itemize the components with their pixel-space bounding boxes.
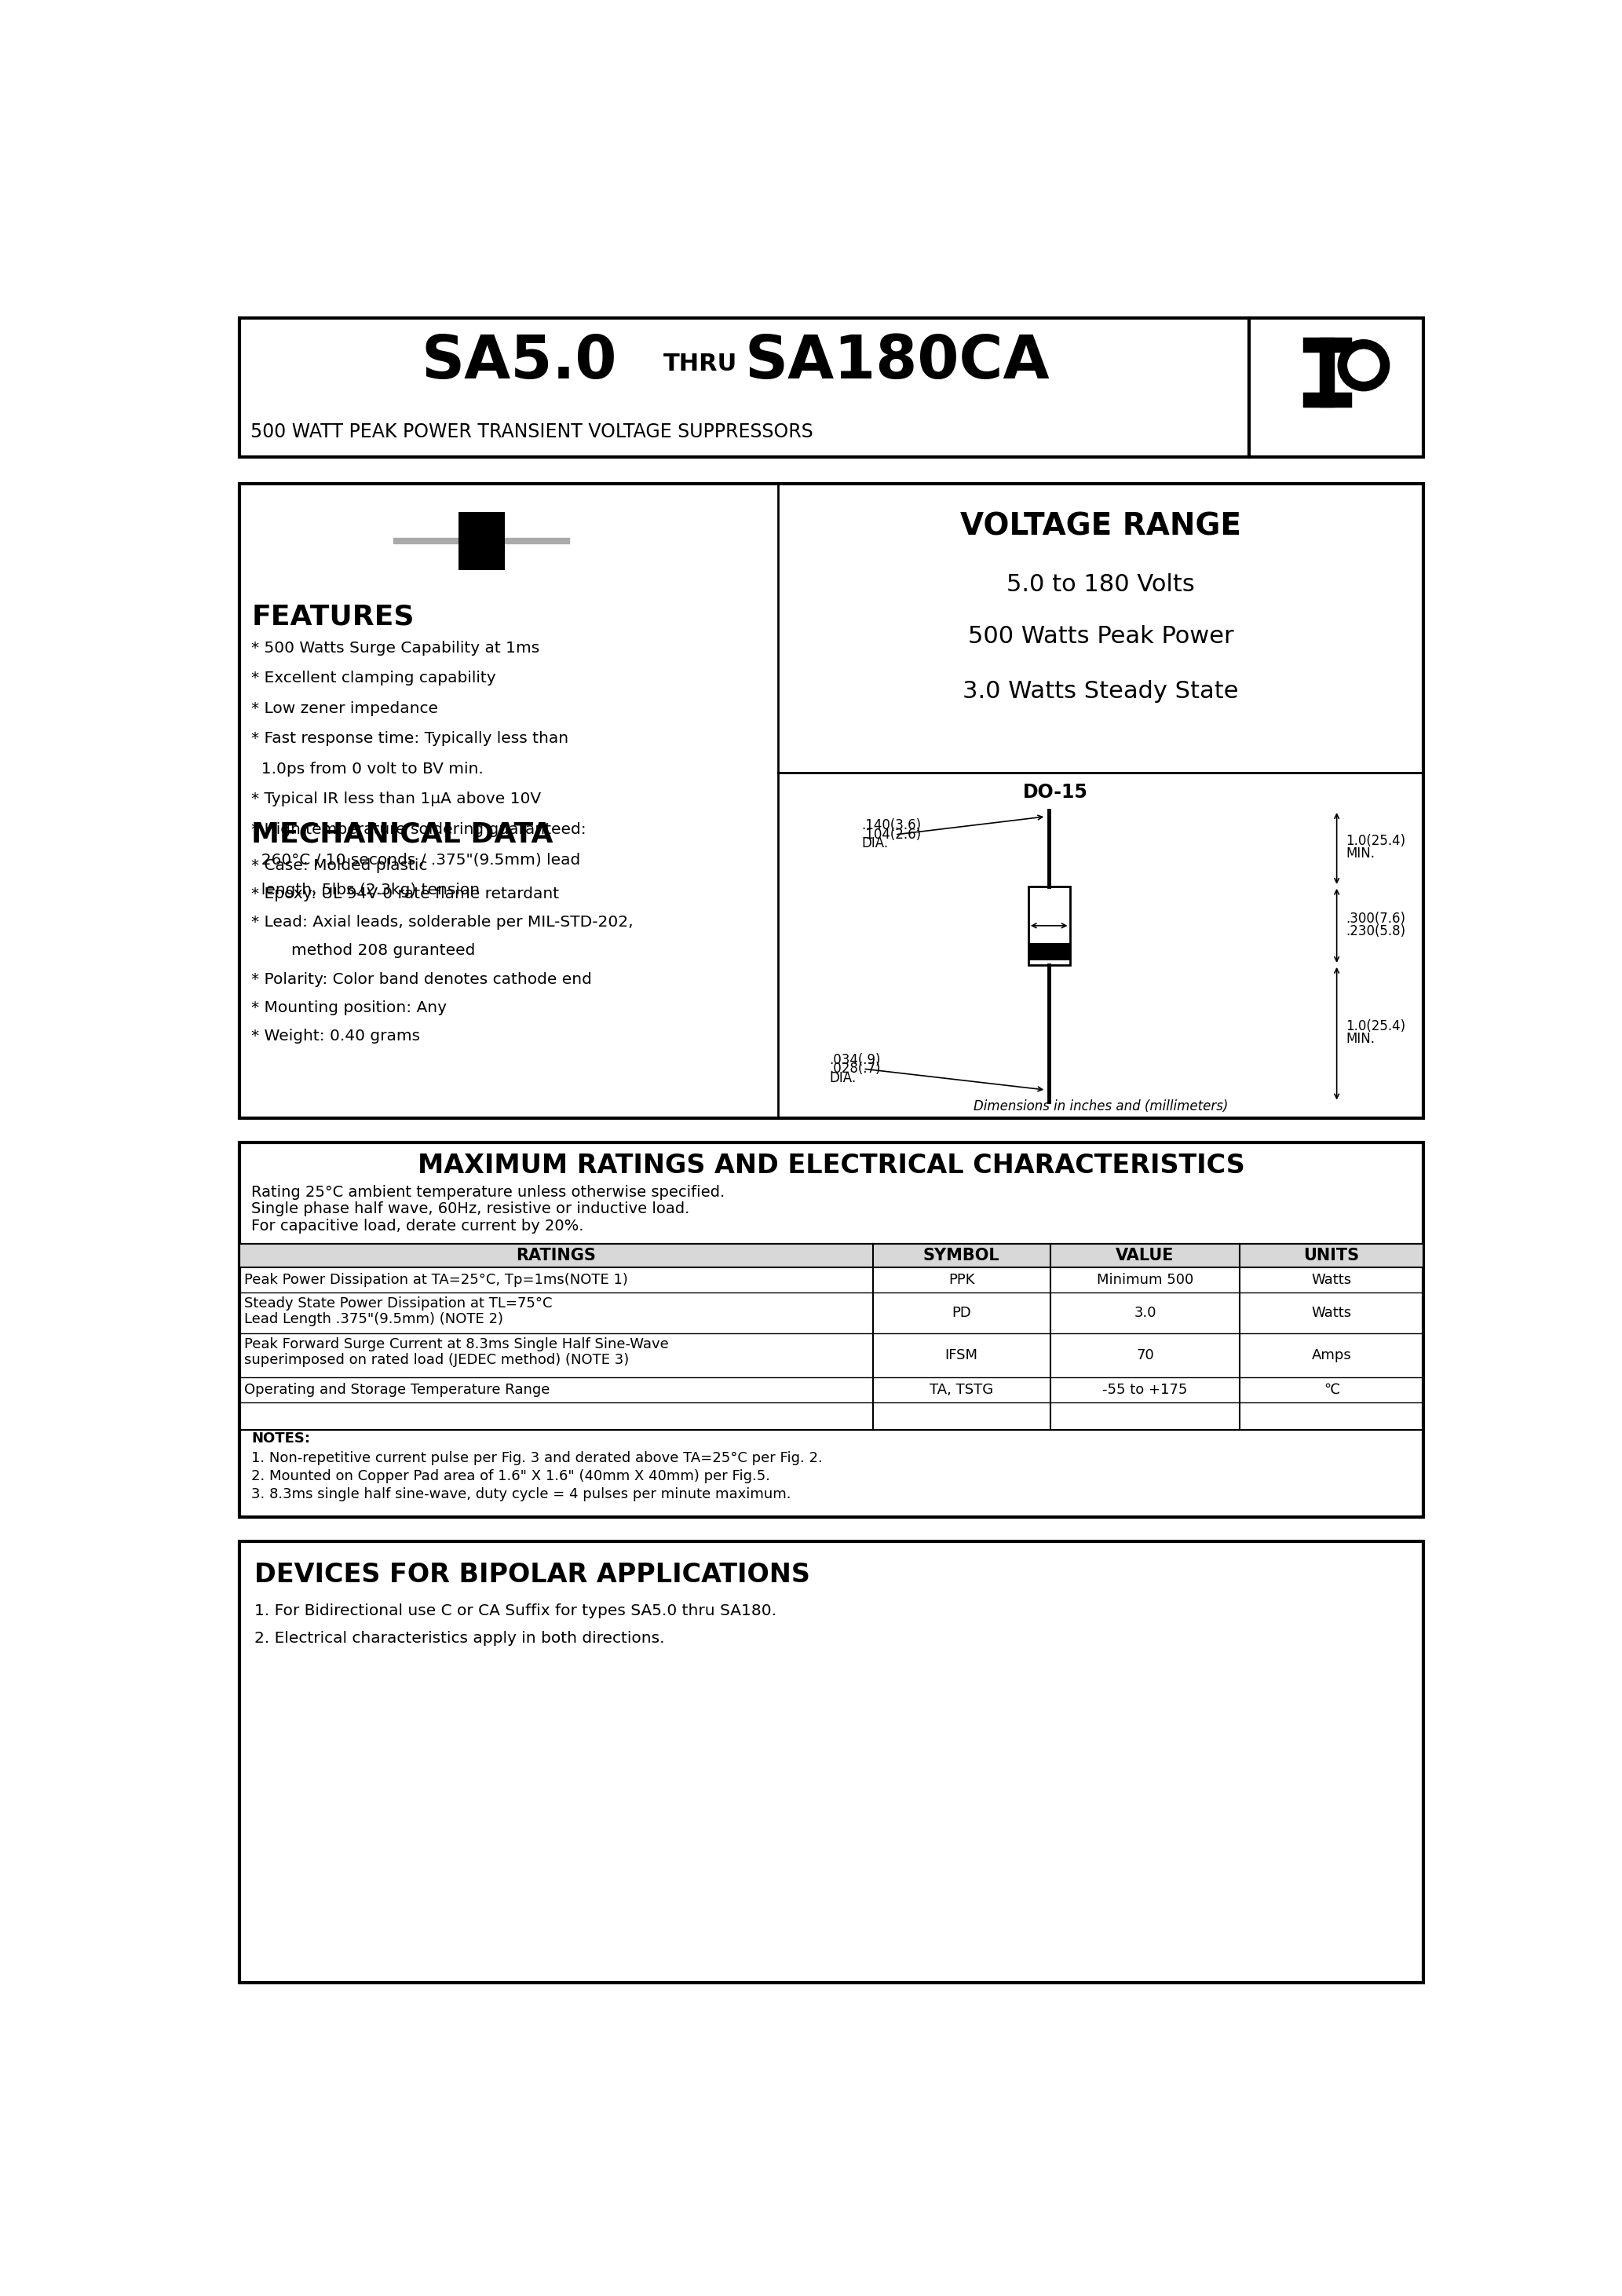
Text: .034(.9): .034(.9): [829, 1052, 881, 1068]
Text: SA5.0: SA5.0: [422, 333, 616, 390]
Text: 1. For Bidirectional use C or CA Suffix for types SA5.0 thru SA180.: 1. For Bidirectional use C or CA Suffix …: [255, 1603, 777, 1619]
Text: superimposed on rated load (JEDEC method) (NOTE 3): superimposed on rated load (JEDEC method…: [245, 1352, 629, 1368]
Text: DIA.: DIA.: [861, 836, 889, 852]
Text: method 208 guranteed: method 208 guranteed: [251, 944, 475, 957]
Text: SA180CA: SA180CA: [744, 333, 1049, 390]
Text: 70: 70: [1135, 1348, 1153, 1362]
Text: * Polarity: Color band denotes cathode end: * Polarity: Color band denotes cathode e…: [251, 971, 592, 987]
Text: DIA.: DIA.: [829, 1070, 856, 1086]
Text: 2. Electrical characteristics apply in both directions.: 2. Electrical characteristics apply in b…: [255, 1630, 665, 1646]
Text: 500 Watts Peak Power: 500 Watts Peak Power: [968, 625, 1234, 647]
Text: Minimum 500: Minimum 500: [1096, 1272, 1194, 1286]
Text: Amps: Amps: [1312, 1348, 1351, 1362]
Text: IFSM: IFSM: [946, 1348, 978, 1362]
Text: * Typical IR less than 1μA above 10V: * Typical IR less than 1μA above 10V: [251, 792, 542, 806]
Bar: [240, 1244, 1422, 1430]
Text: 3. 8.3ms single half sine-wave, duty cycle = 4 pulses per minute maximum.: 3. 8.3ms single half sine-wave, duty cyc…: [251, 1488, 792, 1502]
Text: 1.0ps from 0 volt to BV min.: 1.0ps from 0 volt to BV min.: [251, 762, 483, 776]
Text: THRU: THRU: [663, 354, 738, 377]
Text: Rating 25°C ambient temperature unless otherwise specified.: Rating 25°C ambient temperature unless o…: [251, 1185, 725, 1199]
Text: MECHANICAL DATA: MECHANICAL DATA: [251, 822, 553, 847]
Text: -55 to +175: -55 to +175: [1103, 1382, 1187, 1396]
Text: * Lead: Axial leads, solderable per MIL-STD-202,: * Lead: Axial leads, solderable per MIL-…: [251, 916, 634, 930]
Text: Single phase half wave, 60Hz, resistive or inductive load.: Single phase half wave, 60Hz, resistive …: [251, 1201, 689, 1217]
Bar: [240, 1541, 1422, 1984]
Text: 1. Non-repetitive current pulse per Fig. 3 and derated above TA=25°C per Fig. 2.: 1. Non-repetitive current pulse per Fig.…: [251, 1451, 822, 1465]
Text: MIN.: MIN.: [1346, 847, 1375, 861]
Bar: [1249, 317, 1422, 457]
Text: * Excellent clamping capability: * Excellent clamping capability: [251, 670, 496, 687]
Text: 1.0(25.4): 1.0(25.4): [1346, 833, 1406, 847]
Bar: [240, 317, 1249, 457]
Bar: [1028, 886, 1069, 964]
Text: 3.0: 3.0: [1134, 1306, 1156, 1320]
Text: .300(7.6): .300(7.6): [1346, 912, 1406, 925]
Text: MIN.: MIN.: [1346, 1031, 1375, 1047]
Text: length, 5lbs.(2.3kg) tension: length, 5lbs.(2.3kg) tension: [251, 882, 480, 898]
Text: * Low zener impedance: * Low zener impedance: [251, 700, 438, 716]
Text: PD: PD: [952, 1306, 972, 1320]
Text: RATINGS: RATINGS: [516, 1247, 595, 1263]
Text: DO-15: DO-15: [1022, 783, 1088, 801]
Text: VOLTAGE RANGE: VOLTAGE RANGE: [960, 512, 1241, 542]
Text: * Weight: 0.40 grams: * Weight: 0.40 grams: [251, 1029, 420, 1045]
Text: 500 WATT PEAK POWER TRANSIENT VOLTAGE SUPPRESSORS: 500 WATT PEAK POWER TRANSIENT VOLTAGE SU…: [250, 422, 813, 441]
Text: 2. Mounted on Copper Pad area of 1.6" X 1.6" (40mm X 40mm) per Fig.5.: 2. Mounted on Copper Pad area of 1.6" X …: [251, 1469, 770, 1483]
Text: NOTES:: NOTES:: [251, 1433, 310, 1446]
Text: Steady State Power Dissipation at TL=75°C: Steady State Power Dissipation at TL=75°…: [245, 1297, 551, 1311]
Text: Operating and Storage Temperature Range: Operating and Storage Temperature Range: [245, 1382, 550, 1396]
Text: MAXIMUM RATINGS AND ELECTRICAL CHARACTERISTICS: MAXIMUM RATINGS AND ELECTRICAL CHARACTER…: [417, 1153, 1246, 1178]
Text: UNITS: UNITS: [1304, 1247, 1359, 1263]
Bar: [1028, 944, 1069, 960]
Text: .230(5.8): .230(5.8): [1346, 923, 1406, 939]
Text: Peak Forward Surge Current at 8.3ms Single Half Sine-Wave: Peak Forward Surge Current at 8.3ms Sing…: [245, 1339, 668, 1352]
Text: * Mounting position: Any: * Mounting position: Any: [251, 1001, 448, 1015]
Text: For capacitive load, derate current by 20%.: For capacitive load, derate current by 2…: [251, 1219, 584, 1233]
Bar: [240, 1244, 1422, 1267]
Text: FEATURES: FEATURES: [251, 604, 414, 629]
Text: VALUE: VALUE: [1116, 1247, 1174, 1263]
Text: Watts: Watts: [1312, 1306, 1351, 1320]
Text: * Epoxy: UL 94V-0 rate flame retardant: * Epoxy: UL 94V-0 rate flame retardant: [251, 886, 560, 902]
Text: Watts: Watts: [1312, 1272, 1351, 1286]
Text: 1.0(25.4): 1.0(25.4): [1346, 1019, 1406, 1033]
Text: * High temperature soldering guaranteed:: * High temperature soldering guaranteed:: [251, 822, 587, 836]
Text: ℃: ℃: [1324, 1382, 1340, 1396]
Text: .028(.7): .028(.7): [829, 1061, 881, 1077]
Text: DEVICES FOR BIPOLAR APPLICATIONS: DEVICES FOR BIPOLAR APPLICATIONS: [255, 1561, 811, 1589]
Text: Dimensions in inches and (millimeters): Dimensions in inches and (millimeters): [973, 1100, 1228, 1114]
Bar: [459, 512, 504, 569]
Text: 3.0 Watts Steady State: 3.0 Watts Steady State: [963, 680, 1239, 703]
Text: PPK: PPK: [949, 1272, 975, 1286]
Bar: [240, 484, 1422, 1118]
Text: TA, TSTG: TA, TSTG: [929, 1382, 993, 1396]
Bar: [240, 1143, 1422, 1518]
Text: .104(2.6): .104(2.6): [861, 827, 921, 843]
Text: .140(3.6): .140(3.6): [861, 817, 921, 833]
Text: 5.0 to 180 Volts: 5.0 to 180 Volts: [1007, 574, 1195, 597]
Text: * Case: Molded plastic: * Case: Molded plastic: [251, 859, 428, 872]
Text: Peak Power Dissipation at TA=25°C, Tp=1ms(NOTE 1): Peak Power Dissipation at TA=25°C, Tp=1m…: [245, 1272, 628, 1286]
Text: 260°C / 10 seconds / .375"(9.5mm) lead: 260°C / 10 seconds / .375"(9.5mm) lead: [251, 852, 581, 868]
Text: SYMBOL: SYMBOL: [923, 1247, 999, 1263]
Text: * Fast response time: Typically less than: * Fast response time: Typically less tha…: [251, 730, 569, 746]
Text: * 500 Watts Surge Capability at 1ms: * 500 Watts Surge Capability at 1ms: [251, 641, 540, 654]
Text: Lead Length .375"(9.5mm) (NOTE 2): Lead Length .375"(9.5mm) (NOTE 2): [245, 1311, 503, 1327]
